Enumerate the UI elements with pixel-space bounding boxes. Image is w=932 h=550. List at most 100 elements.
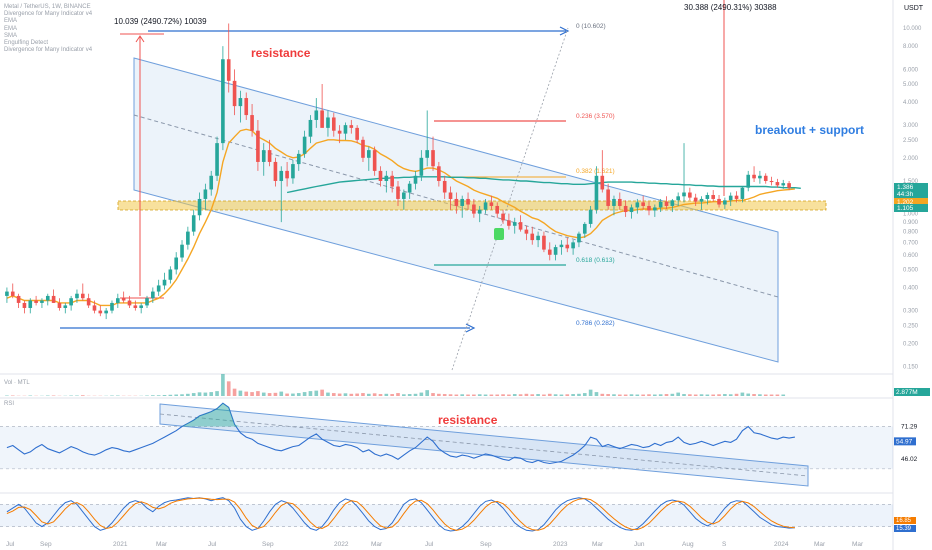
y-tick-label: 0.150 [903,364,919,370]
chart-legend: Metal / TetherUS, 1W, BINANCE Divergence… [4,4,92,54]
volume-bar [466,394,470,396]
x-tick-label: Mar [371,541,383,548]
volume-bar [431,393,435,396]
candle [413,170,418,190]
fib-618-label: 0.618 (0.613) [576,257,615,264]
candle [559,240,564,255]
candle-body [442,180,447,193]
candle [261,143,266,176]
volume-bar [542,394,546,396]
volume-bar [664,394,669,396]
candle-body [16,295,21,303]
volume-bar [582,393,587,396]
candle-body [688,192,692,198]
candle [361,136,365,162]
candle-body [279,170,284,181]
candle-body [98,310,103,314]
volume-bar [279,391,284,396]
candle [162,272,167,290]
candle [308,115,313,144]
candle [472,198,476,218]
candle-body [10,291,15,296]
volume-bar [781,394,786,396]
price-tag-label: 1.105 [897,205,914,212]
candle [343,122,348,140]
volume-bar [156,395,161,396]
candle [349,119,354,134]
candle [314,98,319,128]
candle-body [524,229,529,234]
volume-bar [238,390,243,396]
candle-body [711,195,716,199]
candle [396,180,400,206]
volume-bar [460,394,465,396]
candle-body [156,285,161,292]
candle [197,192,202,221]
candle [530,226,535,245]
candle-body [384,175,389,181]
volume-bar [396,393,400,396]
candle-body [769,180,774,183]
candle [577,231,581,248]
stoch-k-label: 16.85 [896,518,912,524]
volume-bar [717,394,721,396]
candle [734,191,739,203]
candle-body [670,200,675,206]
volume-bar [326,392,330,396]
candle-body [629,207,634,213]
volume-bar [536,394,540,396]
candle-body [285,170,289,179]
y-tick-label: 5.000 [903,82,919,88]
candle-body [121,298,126,301]
candle [390,170,394,193]
candle [512,217,517,234]
candle [232,69,237,116]
candle [676,192,680,206]
volume-bar [512,394,517,396]
candle-body [676,196,680,201]
candle-body [518,222,523,230]
x-tick-label: Mar [592,541,604,548]
y-tick-label: 0.200 [903,341,919,347]
candle [641,195,645,210]
legend-indicator-line: Engulfing Detect [4,40,49,47]
candle [121,291,126,303]
ema-slow-line [286,176,801,194]
candle [209,170,214,196]
legend-indicator-line: Divergence for Many Indicator v4 [4,11,93,18]
candle-body [267,150,272,162]
rsi-current-label: 54.97 [896,438,913,445]
volume-bar [244,391,249,396]
y-tick-label: 8.000 [903,44,919,50]
volume-bar [384,393,389,396]
candle-body [116,298,120,303]
candle [22,300,27,314]
candle-body [186,231,190,245]
candle-body [396,186,400,199]
y-tick-label: 0.500 [903,267,919,273]
stoch-d-tag [894,525,916,532]
candle-body [454,198,459,206]
candle [156,279,161,296]
candle [658,198,663,213]
y-tick-label: 2.500 [903,138,919,144]
volume-bar [273,392,278,396]
candle-body [139,305,143,308]
candle-body [407,183,412,193]
candle [127,295,132,308]
candle-body [314,110,319,120]
candle-body [343,125,348,134]
candle [139,302,143,314]
rsi-lower-label: 46.02 [901,456,918,463]
candle [355,125,359,144]
candle [763,173,768,184]
stoch-k-line [6,497,795,532]
stoch-d-line [6,497,795,531]
volume-pane-label: Vol · MTL [4,380,30,386]
candle-body [542,235,546,250]
y-tick-label: 10.000 [903,26,922,32]
volume-bar [612,394,616,396]
volume-bar [320,389,324,396]
candle-body [349,125,354,128]
